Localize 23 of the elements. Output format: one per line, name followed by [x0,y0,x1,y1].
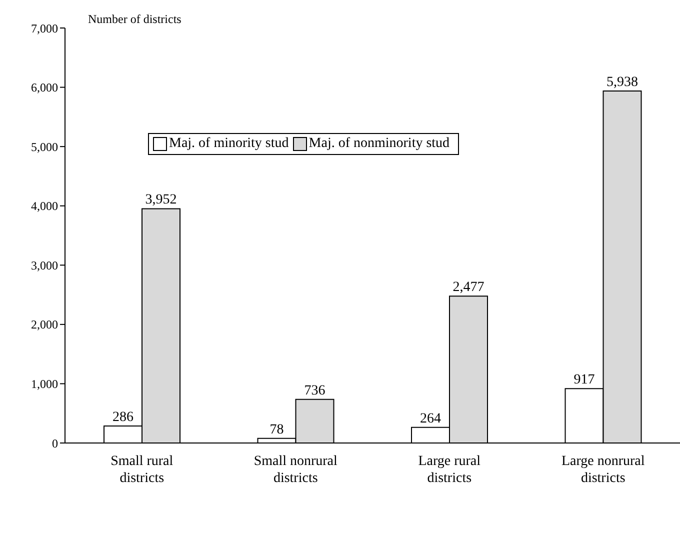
data-label: 2,477 [452,280,484,296]
y-tick-label: 4,000 [31,199,58,214]
data-label: 736 [304,383,326,398]
y-axis-title: Number of districts [88,12,182,27]
legend-label: Maj. of minority stud [168,136,289,152]
y-tick-label: 0 [52,436,58,450]
data-label: 286 [112,410,134,426]
x-tick-label: Large nonrural districts [561,454,645,486]
data-label: 3,952 [145,192,177,208]
data-label: 917 [574,372,595,388]
x-tick-label: Small rural districts [110,454,174,486]
legend-label: Maj. of nonminority stud [308,136,450,152]
x-tick-label: Small nonrural districts [254,454,338,486]
y-tick-label: 2,000 [31,318,58,332]
y-tick-label: 1,000 [31,376,58,391]
data-label: 264 [420,411,441,426]
data-label: 78 [270,422,284,438]
y-tick-label: 7,000 [31,21,58,36]
x-tick-label: Large rural districts [418,454,481,486]
y-tick-label: 6,000 [31,80,58,95]
y-tick-label: 3,000 [31,258,58,272]
y-tick-label: 5,000 [31,140,58,154]
data-label: 5,938 [606,74,638,90]
